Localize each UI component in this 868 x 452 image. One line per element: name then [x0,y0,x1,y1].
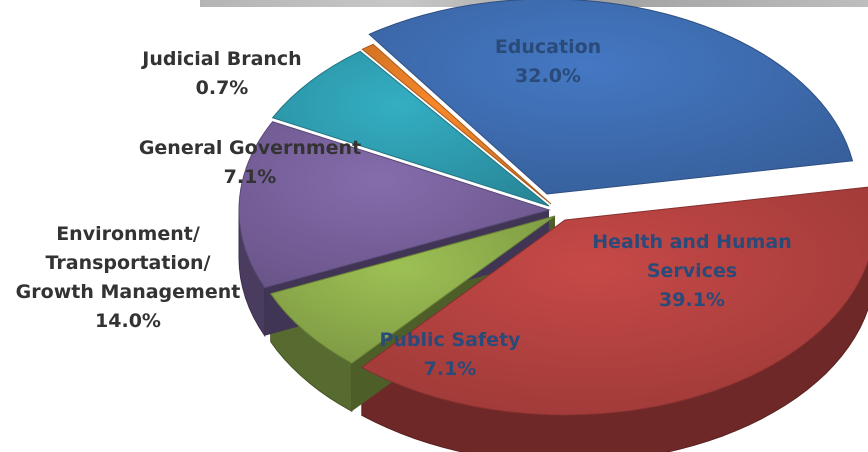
slice-label-public-safety: Public Safety 7.1% [379,329,521,380]
slice-value-label: 14.0% [95,310,161,332]
slice-value-label: 7.1% [424,358,477,380]
pie-slice-judicial-branch [361,43,552,205]
pie-slice-public-safety [269,215,556,364]
slice-value-label: 39.1% [659,289,725,311]
slice-label-education: Education 32.0% [495,36,601,87]
slice-name-label: Environment/ [56,223,200,245]
slice-name-label: Transportation/ [46,252,211,274]
slice-value-label: 0.7% [196,77,249,99]
slice-label-judicial-branch: Judicial Branch 0.7% [140,48,301,99]
slice-name-label: Health and Human [592,231,791,253]
pie-slice-health-and-human-services [360,186,868,416]
slice-name-label: Services [647,260,737,282]
slice-name-label: Judicial Branch [140,48,301,70]
pie-slices-group [238,0,868,416]
slice-value-label: 32.0% [515,65,581,87]
pie-slice-environment-transportation-growth-management [238,121,551,289]
slice-value-label: 7.1% [224,166,277,188]
slice-label-health-and-human-services: Health and Human Services 39.1% [592,231,791,311]
pie-slice-education [368,0,854,195]
slice-label-environment-transportation-growth-management: Environment/Transportation/Growth Manage… [16,223,241,332]
slice-label-general-government: General Government 7.1% [139,137,361,188]
slice-name-label: Education [495,36,601,58]
pie-slice-general-government [271,50,550,207]
slice-name-label: General Government [139,137,361,159]
slice-name-label: Growth Management [16,281,241,303]
slice-name-label: Public Safety [379,329,521,351]
pie-labels-group: Education 32.0% Health and Human Services 39… [16,36,792,380]
